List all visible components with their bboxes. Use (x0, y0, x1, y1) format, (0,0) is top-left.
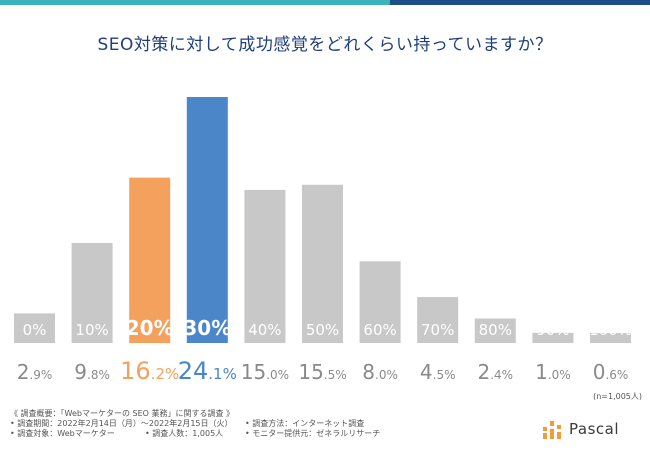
bar-6 (359, 261, 401, 343)
bar-3 (186, 97, 228, 343)
value-label-7: 4.5% (420, 360, 456, 384)
bar-4 (244, 189, 286, 343)
category-label-6: 60% (363, 321, 396, 339)
notes-provider: • モニター提供元：ゼネラルリサーチ (245, 429, 381, 438)
value-label-3: 24.1% (178, 357, 237, 385)
category-label-3: 30% (183, 316, 231, 340)
category-label-8: 80% (479, 321, 512, 339)
category-label-4: 40% (248, 321, 281, 339)
value-label-0: 2.9% (17, 360, 53, 384)
category-label-0: 0% (23, 321, 47, 339)
bar-9 (532, 332, 574, 343)
pascal-logo-text: Pascal (569, 420, 619, 438)
value-label-9: 1.0% (535, 360, 571, 384)
survey-notes: 《 調査概要：「Webマーケターの SEO 業務」に関する調査 》 • 調査期間… (10, 409, 470, 439)
value-label-2: 16.2% (120, 357, 179, 385)
pascal-logo: Pascal (540, 418, 650, 442)
bar-0 (14, 313, 55, 343)
bar-1 (71, 242, 113, 343)
notes-period: • 調査期間：2022年2月14日（月）〜2022年2月15日（火） (10, 419, 233, 428)
category-label-2: 20% (126, 316, 174, 340)
top-accent-bar (0, 0, 650, 7)
sample-size-label: (n=1,005人) (593, 392, 642, 400)
category-label-5: 50% (306, 321, 339, 339)
category-label-1: 10% (75, 321, 108, 339)
category-label-10: 100% (589, 321, 632, 339)
value-label-4: 15.0% (241, 360, 289, 384)
bar-2 (129, 177, 171, 343)
bar-8 (474, 318, 516, 343)
category-label-9: 90% (536, 321, 569, 339)
top-accent-bar-navy (390, 0, 650, 5)
pascal-logo-mark-icon (543, 421, 561, 439)
notes-count: • 調査人数：1,005人 (145, 429, 224, 438)
value-label-8: 2.4% (478, 360, 514, 384)
bar-chart: 0% 2.9% 10% 9.8% 20% 16.2%30% 24.1% 40% 15.0% 50%… (14, 97, 642, 400)
value-label-1: 9.8% (74, 360, 110, 384)
bar-5 (302, 184, 343, 343)
bar-10 (590, 333, 631, 343)
notes-heading: 《 調査概要：「Webマーケターの SEO 業務」に関する調査 》 (10, 409, 235, 418)
value-label-10: 0.6% (593, 360, 629, 384)
notes-target: • 調査対象：Webマーケター (10, 429, 115, 438)
chart-title: SEO対策に対して成功感覚をどれくらい持っていますか？ (97, 35, 553, 55)
value-label-5: 15.5% (298, 360, 346, 384)
bar-7 (417, 297, 459, 343)
top-accent-bar-teal (0, 0, 390, 5)
category-label-7: 70% (421, 321, 454, 339)
value-label-6: 8.0% (362, 360, 398, 384)
notes-method: • 調査方法：インターネット調査 (245, 419, 365, 428)
